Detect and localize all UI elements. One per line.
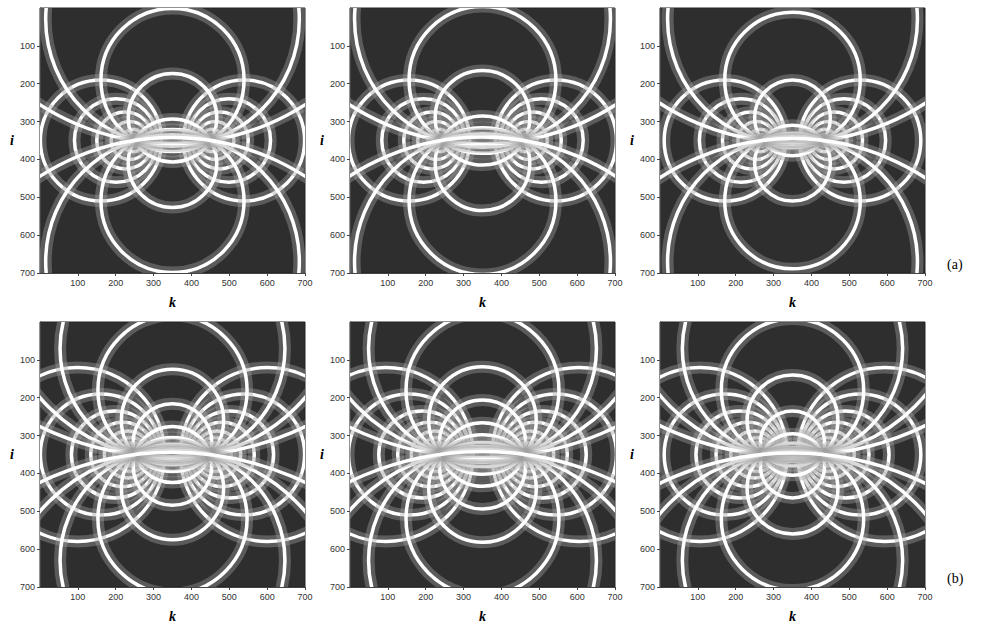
svg-text:300: 300 xyxy=(766,592,781,602)
svg-text:100: 100 xyxy=(380,278,395,288)
svg-text:400: 400 xyxy=(494,278,509,288)
svg-text:400: 400 xyxy=(640,468,655,478)
svg-text:(b): (b) xyxy=(947,571,964,587)
svg-text:700: 700 xyxy=(297,278,312,288)
svg-text:400: 400 xyxy=(494,592,509,602)
svg-text:i: i xyxy=(630,133,634,148)
svg-text:300: 300 xyxy=(640,117,655,127)
svg-text:400: 400 xyxy=(20,468,35,478)
svg-text:600: 600 xyxy=(260,278,275,288)
svg-text:600: 600 xyxy=(880,278,895,288)
svg-text:700: 700 xyxy=(297,592,312,602)
svg-text:200: 200 xyxy=(640,79,655,89)
svg-text:700: 700 xyxy=(917,592,932,602)
svg-text:500: 500 xyxy=(532,592,547,602)
svg-text:100: 100 xyxy=(690,278,705,288)
svg-text:100: 100 xyxy=(70,592,85,602)
svg-text:300: 300 xyxy=(146,278,161,288)
svg-text:500: 500 xyxy=(842,592,857,602)
svg-text:600: 600 xyxy=(570,592,585,602)
svg-text:500: 500 xyxy=(222,278,237,288)
svg-text:200: 200 xyxy=(418,278,433,288)
svg-text:i: i xyxy=(10,447,14,462)
svg-text:400: 400 xyxy=(184,592,199,602)
svg-text:k: k xyxy=(169,295,176,310)
svg-text:300: 300 xyxy=(20,431,35,441)
svg-text:100: 100 xyxy=(330,41,345,51)
svg-text:100: 100 xyxy=(640,41,655,51)
svg-text:100: 100 xyxy=(330,355,345,365)
svg-text:700: 700 xyxy=(20,582,35,592)
svg-text:500: 500 xyxy=(330,506,345,516)
svg-text:200: 200 xyxy=(108,278,123,288)
svg-text:700: 700 xyxy=(607,278,622,288)
svg-text:600: 600 xyxy=(260,592,275,602)
svg-text:600: 600 xyxy=(640,544,655,554)
svg-text:400: 400 xyxy=(20,154,35,164)
svg-text:600: 600 xyxy=(330,230,345,240)
svg-text:200: 200 xyxy=(330,79,345,89)
svg-text:600: 600 xyxy=(20,230,35,240)
svg-text:600: 600 xyxy=(640,230,655,240)
svg-text:700: 700 xyxy=(330,268,345,278)
svg-text:i: i xyxy=(320,447,324,462)
svg-text:(a): (a) xyxy=(947,257,963,273)
svg-text:600: 600 xyxy=(330,544,345,554)
svg-text:300: 300 xyxy=(640,431,655,441)
svg-text:700: 700 xyxy=(640,268,655,278)
svg-text:100: 100 xyxy=(380,592,395,602)
svg-text:400: 400 xyxy=(184,278,199,288)
svg-text:k: k xyxy=(789,295,796,310)
svg-text:500: 500 xyxy=(20,506,35,516)
svg-text:300: 300 xyxy=(330,117,345,127)
svg-text:100: 100 xyxy=(20,41,35,51)
svg-text:700: 700 xyxy=(20,268,35,278)
svg-text:200: 200 xyxy=(640,393,655,403)
svg-text:300: 300 xyxy=(456,592,471,602)
svg-text:400: 400 xyxy=(330,154,345,164)
svg-text:100: 100 xyxy=(20,355,35,365)
svg-text:600: 600 xyxy=(570,278,585,288)
svg-text:300: 300 xyxy=(766,278,781,288)
svg-text:400: 400 xyxy=(804,592,819,602)
svg-text:600: 600 xyxy=(880,592,895,602)
svg-text:200: 200 xyxy=(418,592,433,602)
svg-text:400: 400 xyxy=(804,278,819,288)
svg-text:600: 600 xyxy=(20,544,35,554)
svg-text:500: 500 xyxy=(640,192,655,202)
svg-text:200: 200 xyxy=(20,79,35,89)
svg-text:500: 500 xyxy=(842,278,857,288)
svg-text:k: k xyxy=(479,295,486,310)
svg-text:i: i xyxy=(630,447,634,462)
svg-text:i: i xyxy=(320,133,324,148)
svg-text:k: k xyxy=(169,609,176,624)
svg-text:500: 500 xyxy=(640,506,655,516)
svg-text:700: 700 xyxy=(917,278,932,288)
svg-text:200: 200 xyxy=(728,592,743,602)
svg-text:300: 300 xyxy=(146,592,161,602)
svg-text:200: 200 xyxy=(108,592,123,602)
svg-text:k: k xyxy=(789,609,796,624)
svg-text:200: 200 xyxy=(20,393,35,403)
svg-text:200: 200 xyxy=(728,278,743,288)
svg-text:500: 500 xyxy=(222,592,237,602)
svg-text:400: 400 xyxy=(640,154,655,164)
svg-text:100: 100 xyxy=(640,355,655,365)
svg-text:700: 700 xyxy=(607,592,622,602)
svg-text:200: 200 xyxy=(330,393,345,403)
svg-text:700: 700 xyxy=(640,582,655,592)
svg-text:100: 100 xyxy=(70,278,85,288)
svg-text:500: 500 xyxy=(330,192,345,202)
svg-text:500: 500 xyxy=(20,192,35,202)
svg-text:300: 300 xyxy=(330,431,345,441)
svg-text:400: 400 xyxy=(330,468,345,478)
svg-text:300: 300 xyxy=(456,278,471,288)
svg-text:i: i xyxy=(10,133,14,148)
svg-text:300: 300 xyxy=(20,117,35,127)
svg-text:700: 700 xyxy=(330,582,345,592)
svg-text:100: 100 xyxy=(690,592,705,602)
svg-text:k: k xyxy=(479,609,486,624)
svg-text:500: 500 xyxy=(532,278,547,288)
